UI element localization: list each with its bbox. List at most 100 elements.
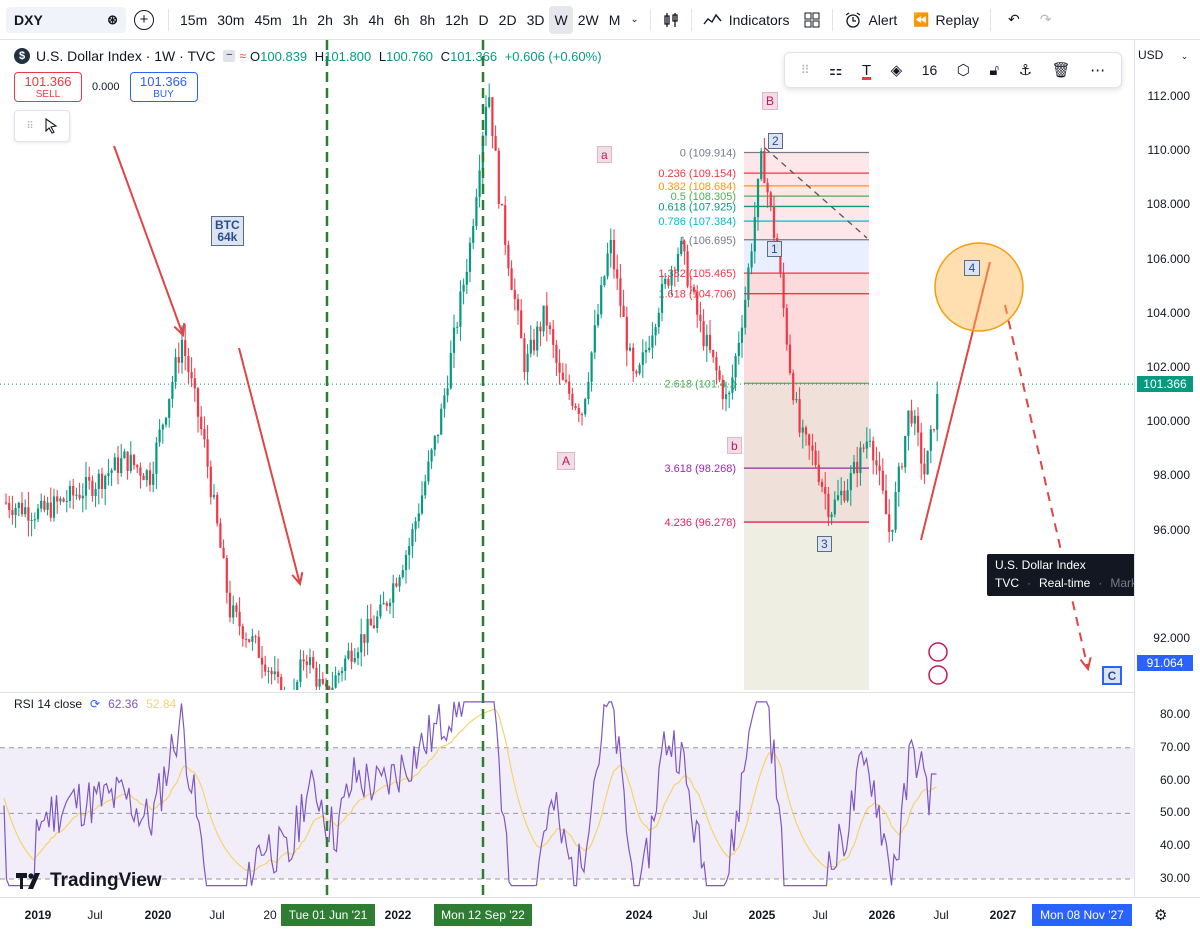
wave-label-a-small[interactable]: a xyxy=(597,146,612,163)
settings-gear-icon[interactable]: ⚙︎ xyxy=(1154,907,1168,924)
anchor-icon[interactable]: ⚓︎ xyxy=(1018,62,1033,79)
candle-body xyxy=(670,270,673,286)
candle-body xyxy=(56,496,59,502)
drag-handle-icon[interactable]: ⠿ xyxy=(26,120,34,132)
tv-logo-icon xyxy=(16,873,40,889)
wave-label-B[interactable]: B xyxy=(762,92,779,110)
more-options-icon[interactable]: ⋯ xyxy=(1090,62,1106,79)
candle-body xyxy=(929,429,932,451)
currency-selector[interactable]: USD ⌄ xyxy=(1138,48,1188,62)
drag-handle-icon[interactable]: ⠿ xyxy=(800,63,810,77)
lock-icon[interactable]: 🔓︎ xyxy=(989,61,1000,79)
wave-label-b-small[interactable]: b xyxy=(727,437,742,454)
alert-button[interactable]: Alert xyxy=(839,6,902,34)
alert-label: Alert xyxy=(868,11,898,28)
rewind-icon: ⏪ xyxy=(913,11,930,27)
interval-D[interactable]: D xyxy=(478,11,489,28)
candle-body xyxy=(852,461,856,474)
interval-3D[interactable]: 3D xyxy=(526,11,545,28)
candle-body xyxy=(632,347,635,372)
interval-2h[interactable]: 2h xyxy=(317,11,333,28)
candle-body xyxy=(612,239,616,270)
price-chart-canvas[interactable]: 0 (109.914) 0.236 (109.154)0.382 (108.684… xyxy=(0,40,1134,690)
interval-15m[interactable]: 15m xyxy=(180,11,208,28)
font-size-value[interactable]: 16 xyxy=(921,62,938,78)
candle-body xyxy=(273,671,276,675)
candle-body xyxy=(628,347,632,351)
candle-body xyxy=(49,502,52,518)
divider xyxy=(832,8,834,31)
candle-body xyxy=(228,592,232,618)
layouts-button[interactable] xyxy=(798,6,826,34)
symbol-search[interactable]: DXY ⊛ xyxy=(6,6,126,33)
interval-3h[interactable]: 3h xyxy=(342,11,359,28)
interval-M[interactable]: M xyxy=(608,11,621,28)
candle-body xyxy=(414,521,417,530)
close-value: 101.366 xyxy=(450,48,498,64)
candle-body xyxy=(923,463,926,475)
text-color-icon[interactable]: T xyxy=(862,61,872,79)
interval-30m[interactable]: 30m xyxy=(217,11,245,28)
fill-color-icon[interactable]: ◈ xyxy=(890,62,903,79)
wave-label-C[interactable]: C xyxy=(1102,666,1122,685)
candle-body xyxy=(539,326,542,332)
wave-label-btc[interactable]: BTC 64k xyxy=(211,216,244,246)
hide-icon[interactable]: – xyxy=(223,50,236,62)
interval-4h[interactable]: 4h xyxy=(368,11,385,28)
brand-name: TradingView xyxy=(50,870,162,891)
wave-label-3[interactable]: 3 xyxy=(817,536,832,552)
candle-body xyxy=(260,657,264,665)
sell-price: 101.366 xyxy=(24,74,72,89)
cursor-tool[interactable]: ⠿ xyxy=(14,110,70,142)
undo-button[interactable]: ↶ xyxy=(1003,6,1025,34)
chart-type-button[interactable] xyxy=(657,6,685,34)
interval-dropdown-icon[interactable]: ⌄ xyxy=(630,14,639,25)
sell-button[interactable]: 101.366 SELL xyxy=(14,72,82,102)
candle-body xyxy=(504,205,507,245)
templates-icon[interactable]: ⚏ xyxy=(829,62,843,79)
interval-6h[interactable]: 6h xyxy=(394,11,410,28)
indicators-button[interactable]: Indicators xyxy=(698,6,795,34)
candle-body xyxy=(622,305,625,317)
candle-body xyxy=(881,470,884,491)
candle-body xyxy=(657,312,660,328)
more-icon[interactable]: ≈ xyxy=(239,49,247,63)
trash-icon[interactable]: 🗑︎ xyxy=(1051,62,1071,79)
wave-label-A[interactable]: A xyxy=(557,452,575,470)
interval-45m[interactable]: 45m xyxy=(254,11,282,28)
tradingview-logo[interactable]: TradingView xyxy=(16,870,162,892)
interval-8h[interactable]: 8h xyxy=(419,11,436,28)
redo-button[interactable]: ↷ xyxy=(1035,6,1057,34)
interval-12h[interactable]: 12h xyxy=(445,11,469,28)
settings-hexagon-icon[interactable]: ⬡ xyxy=(956,62,970,79)
compare-icon[interactable]: ⊛ xyxy=(107,11,118,27)
interval-1h[interactable]: 1h xyxy=(291,11,308,28)
refresh-icon[interactable]: ⟳ xyxy=(90,697,101,711)
time-label: Jul xyxy=(933,908,949,922)
wave-label-4[interactable]: 4 xyxy=(964,260,980,276)
candle-body xyxy=(801,427,804,433)
interval-W[interactable]: W xyxy=(549,5,573,34)
price-scale[interactable]: 112.000 110.000 108.000 106.000 104.000 102.0… xyxy=(1134,40,1200,897)
tooltip-title: U.S. Dollar Index xyxy=(995,558,1086,572)
add-symbol-icon[interactable]: + xyxy=(134,9,154,30)
candle-body xyxy=(500,203,504,206)
candle-body xyxy=(424,481,427,496)
interval-2W[interactable]: 2W xyxy=(577,11,599,28)
candle-body xyxy=(164,417,168,425)
replay-button[interactable]: ⏪ Replay xyxy=(908,6,984,34)
candle-body xyxy=(305,661,308,665)
time-axis[interactable]: 2019 Jul 2020 Jul 20 2022 Jul 2024 Jul 2025 Jul 202… xyxy=(0,897,1200,933)
interval-2D[interactable]: 2D xyxy=(498,11,517,28)
wave-label-2[interactable]: 2 xyxy=(768,133,783,149)
candle-body xyxy=(676,253,680,272)
candle-body xyxy=(36,508,40,520)
main-chart-pane[interactable]: 0 (109.914) 0.236 (109.154) 0.382 (108.684… xyxy=(0,40,1134,690)
buy-button[interactable]: 101.366 BUY xyxy=(129,72,198,102)
price-label: 92.000 xyxy=(1153,631,1190,645)
price-label: 100.000 xyxy=(1146,414,1190,429)
rsi-pane[interactable] xyxy=(0,692,1134,897)
wave-label-1[interactable]: 1 xyxy=(767,241,782,257)
rsi-chart-canvas[interactable] xyxy=(0,693,1134,897)
